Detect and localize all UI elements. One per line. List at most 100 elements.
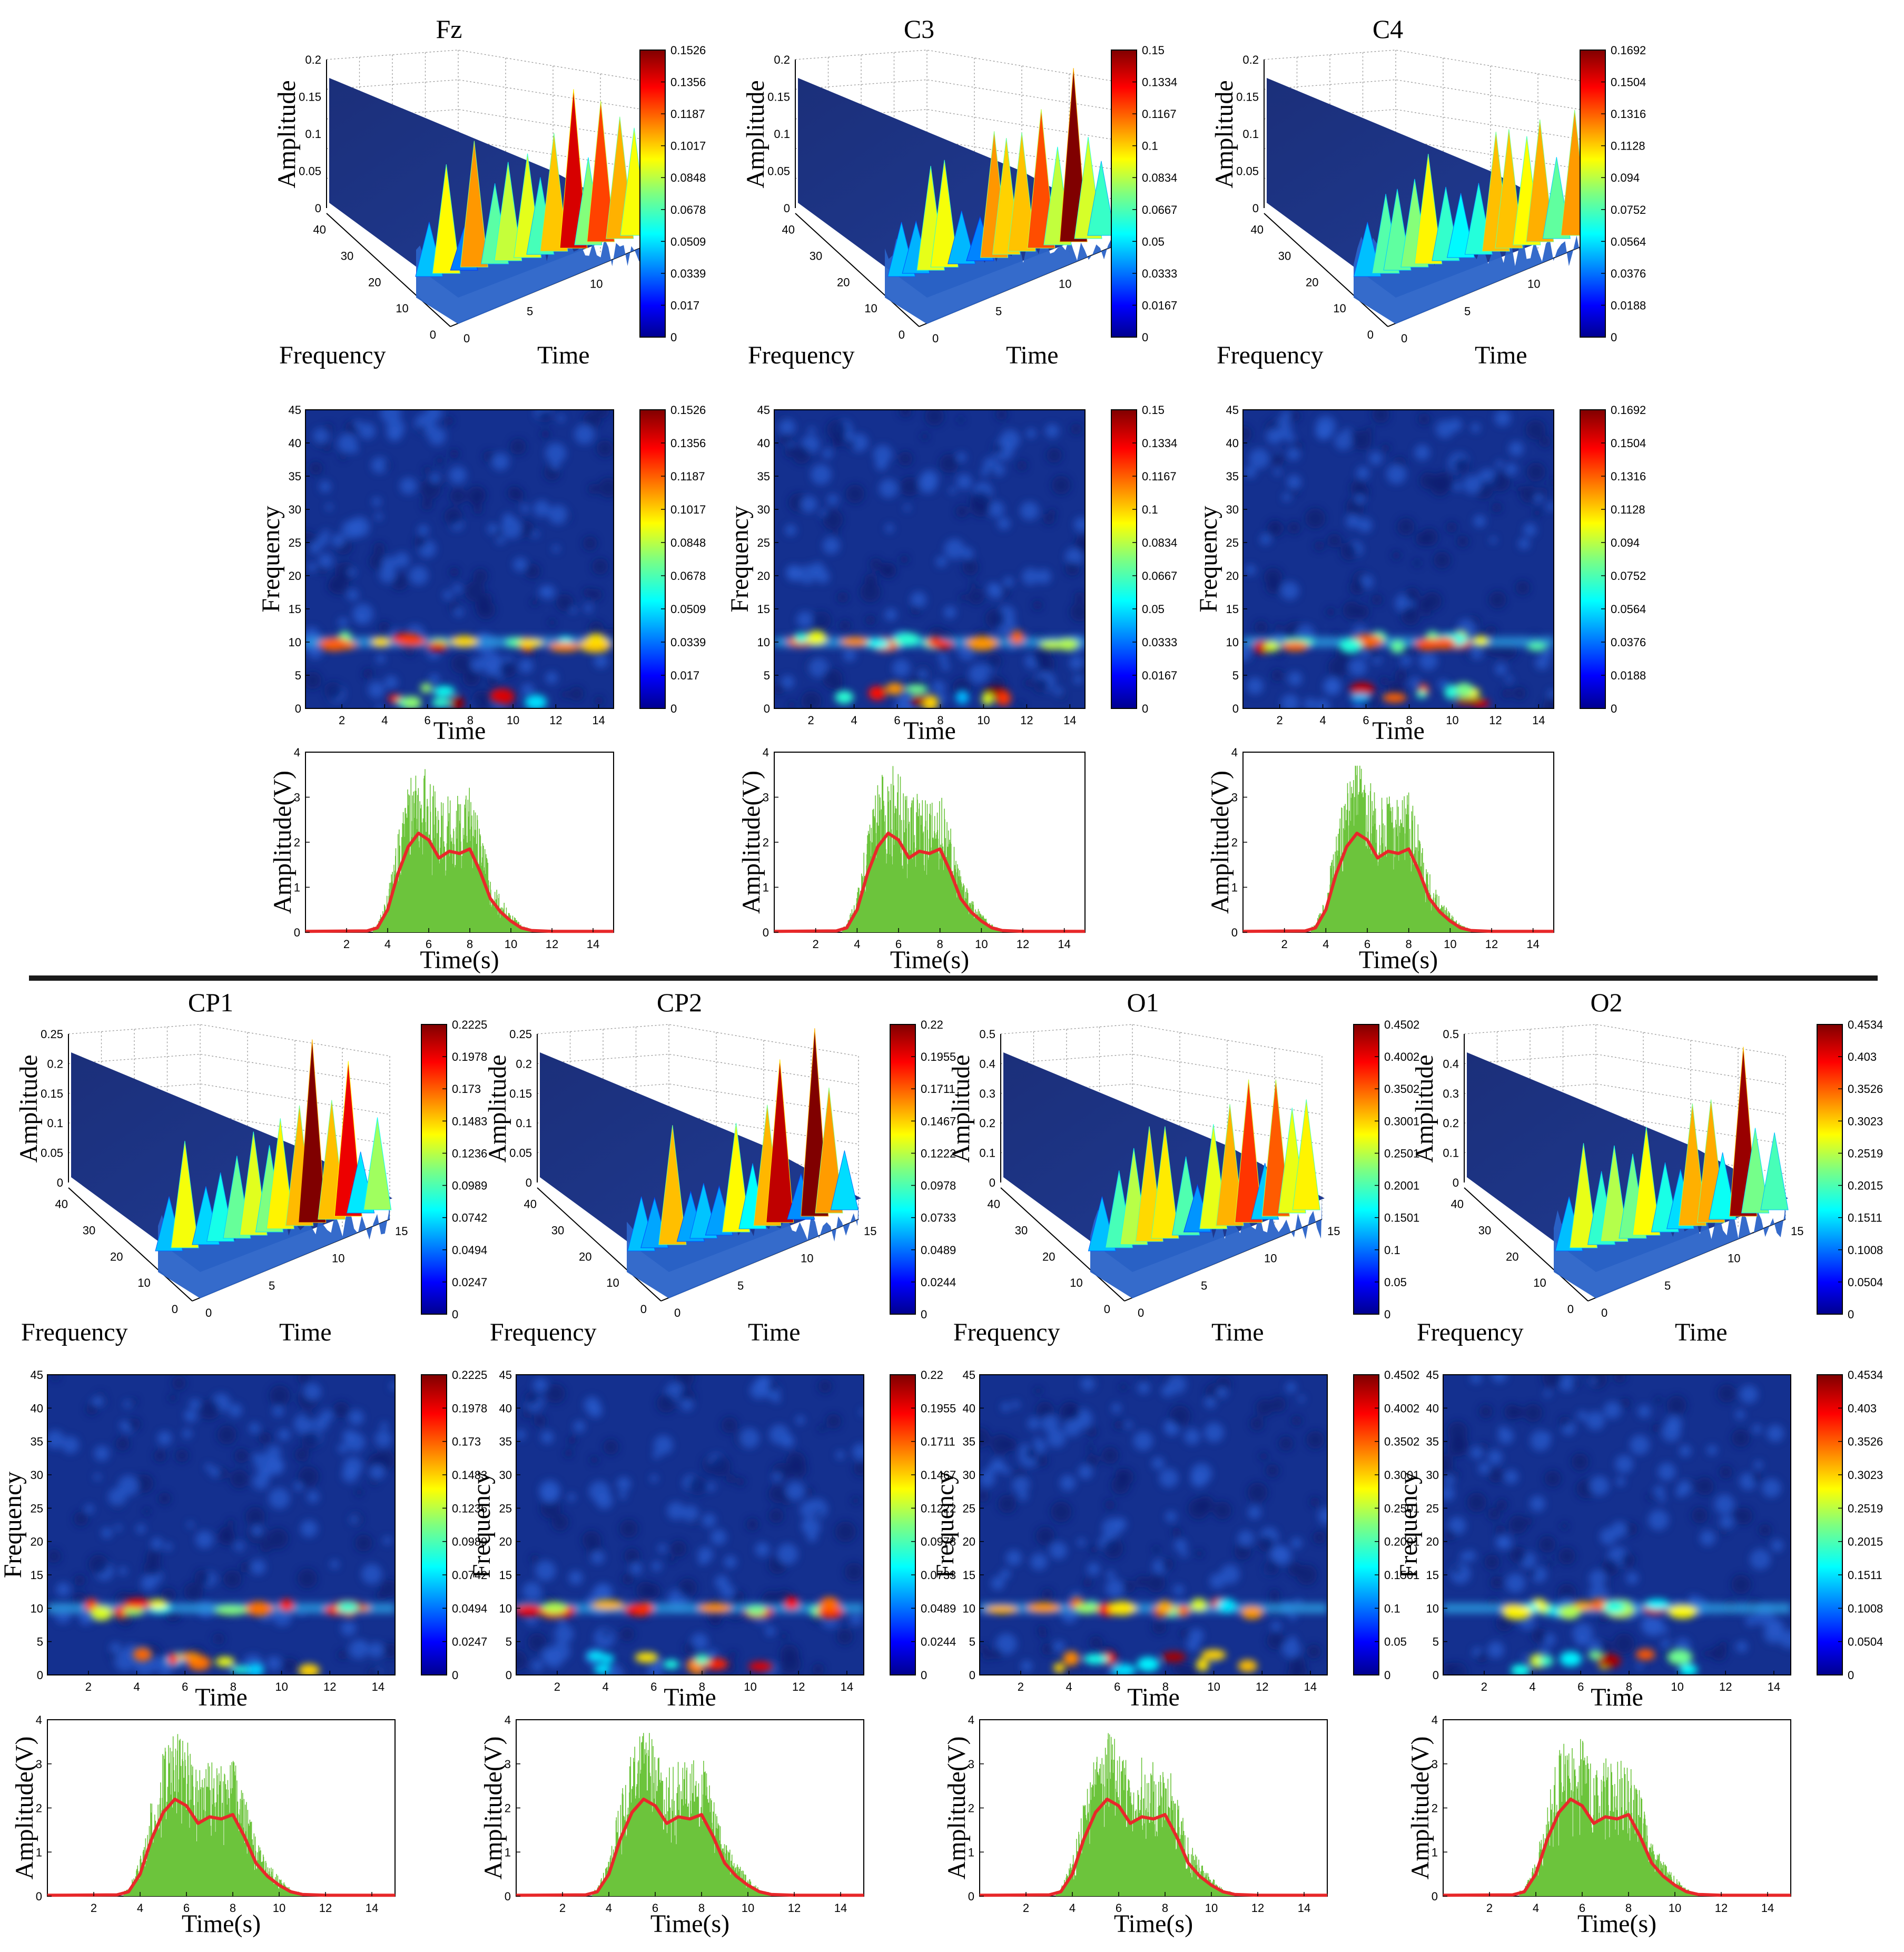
y-tick-label: 4 [1231,746,1238,759]
y-tick-label: 35 [1426,1435,1439,1448]
colorbar-tick-label: 0.0848 [670,536,706,549]
colorbar [1111,50,1137,338]
x-tick-label: 12 [1485,938,1498,951]
waveform-raw-signal [842,766,1002,932]
freq-tick-label: 30 [1015,1224,1028,1237]
z-tick-label: 0.15 [41,1087,63,1100]
colorbar-tick-label: 0.2519 [1848,1502,1883,1515]
colorbar-tick-label: 0.1 [1384,1602,1400,1615]
y-tick-label: 0 [1432,1890,1438,1903]
x-tick-label: 6 [894,714,900,727]
y-tick-label: 3 [968,1758,974,1771]
z-tick-label: 0.3 [1443,1087,1459,1100]
colorbar-tick-label: 0.017 [670,669,699,682]
surface-peak [766,1059,794,1223]
time-tick-label: 10 [1264,1252,1277,1265]
colorbar-tick-label: 0.1504 [1611,437,1646,450]
waveform-envelope [979,1797,1327,1897]
colorbar [639,50,666,338]
z-tick-label: 0.15 [509,1087,532,1100]
x-tick-label: 4 [1323,938,1329,951]
colorbar-tick-label: 0.1356 [670,437,706,450]
time-tick-label: 15 [395,1225,408,1238]
surface-peak [948,211,976,264]
x-tick-label: 10 [275,1680,288,1693]
x-tick-label: 12 [1489,714,1502,727]
x-tick-label: 14 [366,1901,378,1915]
colorbar-tick-label: 0.094 [1611,171,1640,184]
freq-tick-label: 20 [1042,1250,1055,1263]
y-axis-label: Amplitude(V) [11,1737,38,1880]
y-tick-label: 0 [294,926,300,939]
z-tick-label: 0.2 [47,1057,63,1070]
colorbar-tick-label: 0.1526 [670,403,706,417]
x-tick-label: 6 [1363,714,1369,727]
y-tick-label: 1 [505,1846,511,1859]
surface-peak [1087,161,1116,236]
channel-panel-fz: Fz00.050.10.150.2010203040051015Amplitud… [257,14,706,974]
x-tick-label: 2 [343,938,350,951]
y-tick-label: 5 [506,1635,512,1649]
y-tick-label: 25 [757,536,770,549]
y-tick-label: 20 [1226,569,1239,583]
x-tick-label: 10 [1669,1901,1681,1915]
colorbar-tick-label: 0.0247 [452,1276,487,1289]
surface-peak [1414,154,1443,264]
x-axis-label: Time [664,1683,716,1711]
spectrogram-frame [979,1374,1328,1675]
y-axis-label: Frequency [257,506,285,613]
y-tick-label: 20 [757,569,770,583]
colorbar-tick-label: 0.0489 [921,1244,956,1257]
surface-ripple [1090,1198,1322,1298]
z-tick-label: 0.5 [1443,1028,1459,1041]
x-tick-label: 6 [424,714,430,727]
y-tick-label: 2 [36,1802,42,1815]
colorbar-tick-label: 0.3023 [1848,1468,1883,1482]
x-tick-label: 8 [1625,1901,1632,1915]
y-tick-label: 5 [969,1635,975,1649]
y-tick-label: 2 [294,836,300,849]
freq-tick-label: 40 [1451,1198,1464,1211]
colorbar-tick-label: 0.0678 [670,203,706,216]
time-tick-label: 10 [590,278,603,291]
freq-tick-label: 0 [430,328,436,341]
y-tick-label: 0 [36,1890,42,1903]
colorbar-tick-label: 0 [452,1669,458,1682]
spectrogram-frame [1242,409,1554,709]
freq-axis-label: Frequency [1217,341,1324,369]
colorbar-tick-label: 0.0848 [670,171,706,184]
colorbar-tick-label: 0.1316 [1611,107,1646,121]
x-tick-label: 6 [1114,1680,1120,1693]
z-tick-label: 0.05 [509,1147,532,1160]
y-tick-label: 30 [31,1468,43,1482]
colorbar-tick-label: 0.1501 [1384,1211,1419,1225]
time-tick-label: 10 [801,1252,813,1265]
y-tick-label: 4 [294,746,300,759]
time-axis-label: Time [1211,1318,1264,1346]
y-tick-label: 0 [763,926,769,939]
time-axis-label: Time [279,1318,332,1346]
x-tick-label: 12 [319,1901,332,1915]
x-tick-label: 10 [975,938,988,951]
y-tick-label: 40 [31,1402,43,1415]
x-tick-label: 8 [1162,1680,1169,1693]
freq-tick-label: 40 [988,1198,1000,1211]
colorbar-tick-label: 0.0504 [1848,1635,1883,1649]
x-axis-label: Time(s) [650,1910,729,1938]
y-tick-label: 15 [1426,1569,1439,1582]
y-tick-label: 3 [763,791,769,804]
freq-tick-label: 40 [313,223,326,236]
y-tick-label: 0 [1433,1669,1439,1682]
x-tick-label: 6 [895,938,902,951]
colorbar-tick-label: 0 [1384,1669,1390,1682]
z-tick-label: 0.1 [516,1117,532,1130]
x-tick-label: 14 [1298,1901,1310,1915]
freq-tick-label: 10 [137,1276,150,1289]
freq-tick-label: 40 [782,223,795,236]
channel-title: O1 [1127,988,1159,1017]
z-tick-label: 0.1 [305,127,321,141]
y-tick-label: 10 [963,1602,975,1615]
x-axis-label: Time [195,1683,248,1711]
colorbar-tick-label: 0.0509 [670,603,706,616]
y-tick-label: 3 [1432,1758,1438,1771]
